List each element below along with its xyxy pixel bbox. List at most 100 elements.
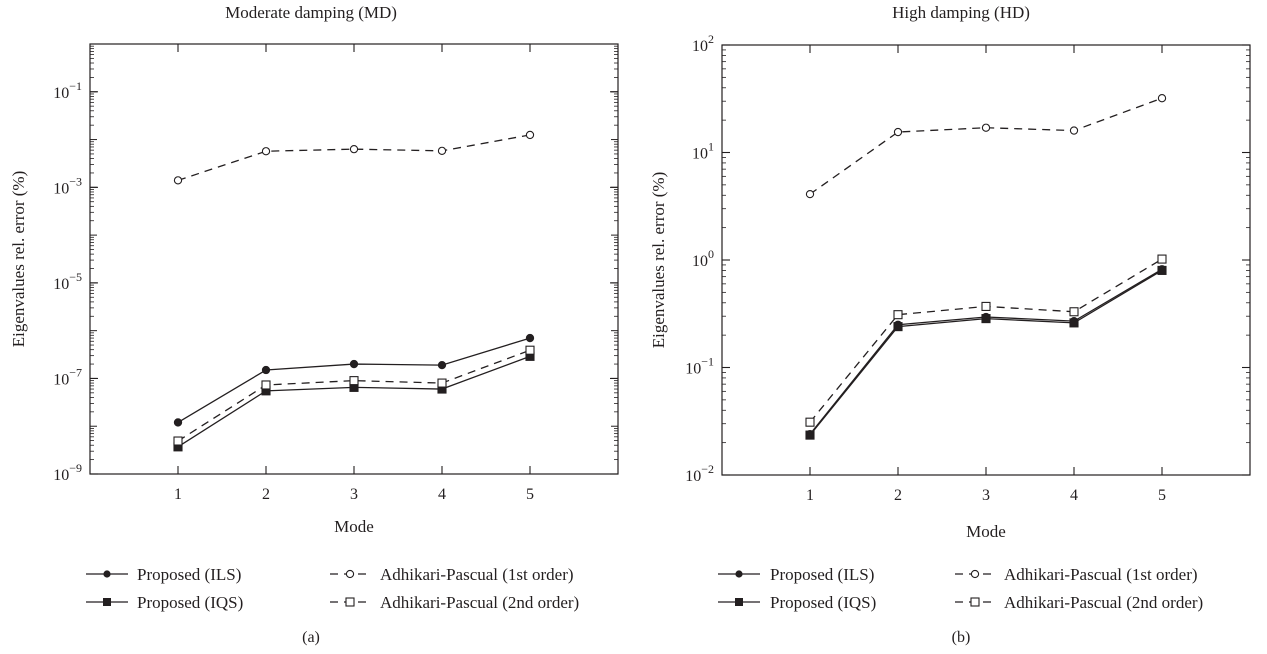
data-point xyxy=(261,380,271,390)
x-tick-label: 1 xyxy=(174,486,182,503)
data-point xyxy=(261,365,271,375)
series-layer xyxy=(173,130,535,452)
series-line xyxy=(177,349,531,442)
series-line xyxy=(809,269,1163,436)
data-point xyxy=(173,436,183,446)
series-layer xyxy=(805,94,1167,440)
y-tick-label: 100 xyxy=(692,247,714,270)
plot-frame xyxy=(721,44,1251,476)
chart-title: High damping (HD) xyxy=(892,3,1030,22)
legend-label: Adhikari-Pascual (2nd order) xyxy=(380,593,579,612)
x-tick-label: 4 xyxy=(438,486,446,503)
x-axis-label: Mode xyxy=(334,517,374,536)
legend-label: Proposed (ILS) xyxy=(770,565,874,584)
series-line xyxy=(809,97,1163,195)
data-point xyxy=(893,322,903,332)
legend-item-ap1: Adhikari-Pascual (1st order) xyxy=(330,565,574,584)
data-point xyxy=(437,146,447,156)
series-line xyxy=(809,258,1163,423)
data-point xyxy=(805,189,815,199)
data-point xyxy=(981,301,991,311)
panel-caption: (a) xyxy=(302,629,320,646)
y-tick-label: 10−9 xyxy=(53,461,82,484)
x-tick-label: 5 xyxy=(1158,487,1166,504)
legend-item-iqs: Proposed (IQS) xyxy=(86,593,243,612)
series-adhikari-pascual-2nd-order xyxy=(805,254,1167,427)
series-line xyxy=(177,355,531,448)
data-point xyxy=(805,417,815,427)
chart-panel-b: High damping (HD) 10−2 10−1 100 101 102 1 2 3 4… xyxy=(649,3,1251,646)
legend-item-ap2: Adhikari-Pascual (2nd order) xyxy=(330,593,579,612)
series-proposed-iqs xyxy=(805,265,1167,440)
data-point xyxy=(893,310,903,320)
y-axis-label: Eigenvalues rel. error (%) xyxy=(649,172,668,349)
y-tick-label: 10−3 xyxy=(53,174,82,197)
series-proposed-ils xyxy=(173,333,535,427)
x-tick-label: 4 xyxy=(1070,487,1078,504)
minor-ticks xyxy=(90,45,618,461)
x-tick-label: 2 xyxy=(894,487,902,504)
x-tick-label: 2 xyxy=(262,486,270,503)
legend-label: Adhikari-Pascual (1st order) xyxy=(380,565,574,584)
y-tick-label: 10−7 xyxy=(53,365,82,388)
data-point xyxy=(805,430,815,440)
panel-caption: (b) xyxy=(952,629,971,646)
legend-item-ap1: Adhikari-Pascual (1st order) xyxy=(955,565,1198,584)
y-tick-label: 102 xyxy=(692,32,714,55)
series-line xyxy=(177,134,531,181)
x-tick-label: 3 xyxy=(982,487,990,504)
data-point xyxy=(525,345,535,355)
y-axis-ticks: 10−2 10−1 100 101 102 xyxy=(685,32,1250,485)
data-point xyxy=(1157,254,1167,264)
y-tick-label: 10−1 xyxy=(685,355,714,378)
data-point xyxy=(525,333,535,343)
y-tick-label: 101 xyxy=(692,140,714,163)
data-point xyxy=(437,378,447,388)
series-line xyxy=(809,268,1163,435)
data-point xyxy=(981,314,991,324)
data-point xyxy=(1069,126,1079,135)
data-point xyxy=(173,176,183,185)
legend-item-iqs: Proposed (IQS) xyxy=(718,593,876,612)
data-point xyxy=(1069,318,1079,328)
data-point xyxy=(1157,94,1167,103)
series-adhikari-pascual-2nd-order xyxy=(173,345,535,446)
x-tick-label: 3 xyxy=(350,486,358,503)
legend-label: Adhikari-Pascual (2nd order) xyxy=(1004,593,1203,612)
y-axis-label: Eigenvalues rel. error (%) xyxy=(9,171,28,348)
series-adhikari-pascual-1st-order xyxy=(805,94,1167,199)
data-point xyxy=(349,359,359,369)
legend-item-ils: Proposed (ILS) xyxy=(718,565,874,584)
x-axis-ticks: 1 2 3 4 5 xyxy=(806,45,1166,504)
chart-title: Moderate damping (MD) xyxy=(225,3,397,22)
data-point xyxy=(349,144,359,154)
data-point xyxy=(173,418,183,427)
x-axis-label: Mode xyxy=(966,522,1006,541)
x-axis-ticks: 1 2 3 4 5 xyxy=(174,44,534,503)
legend-item-ap2: Adhikari-Pascual (2nd order) xyxy=(955,593,1203,612)
minor-ticks xyxy=(722,49,1250,444)
data-point xyxy=(349,376,359,386)
data-point xyxy=(437,360,447,370)
legend: Proposed (ILS) Proposed (IQS) Adhikari-P… xyxy=(86,565,579,612)
legend-label: Proposed (IQS) xyxy=(137,593,243,612)
legend-label: Proposed (IQS) xyxy=(770,593,876,612)
legend-label: Adhikari-Pascual (1st order) xyxy=(1004,565,1198,584)
series-proposed-ils xyxy=(805,265,1167,439)
y-axis-ticks: 10−9 10−7 10−5 10−3 10−1 xyxy=(53,79,618,484)
legend-label: Proposed (ILS) xyxy=(137,565,241,584)
legend: Proposed (ILS) Proposed (IQS) Adhikari-P… xyxy=(718,565,1203,612)
data-point xyxy=(981,123,991,132)
series-adhikari-pascual-1st-order xyxy=(173,130,535,185)
y-tick-label: 10−2 xyxy=(685,462,714,485)
legend-item-ils: Proposed (ILS) xyxy=(86,565,241,584)
y-tick-label: 10−5 xyxy=(53,270,82,293)
data-point xyxy=(525,130,535,140)
x-tick-label: 1 xyxy=(806,487,814,504)
data-point xyxy=(261,147,271,156)
data-point xyxy=(1157,265,1167,275)
data-point xyxy=(1069,307,1079,317)
plot-frame xyxy=(89,43,619,475)
x-tick-label: 5 xyxy=(526,486,534,503)
